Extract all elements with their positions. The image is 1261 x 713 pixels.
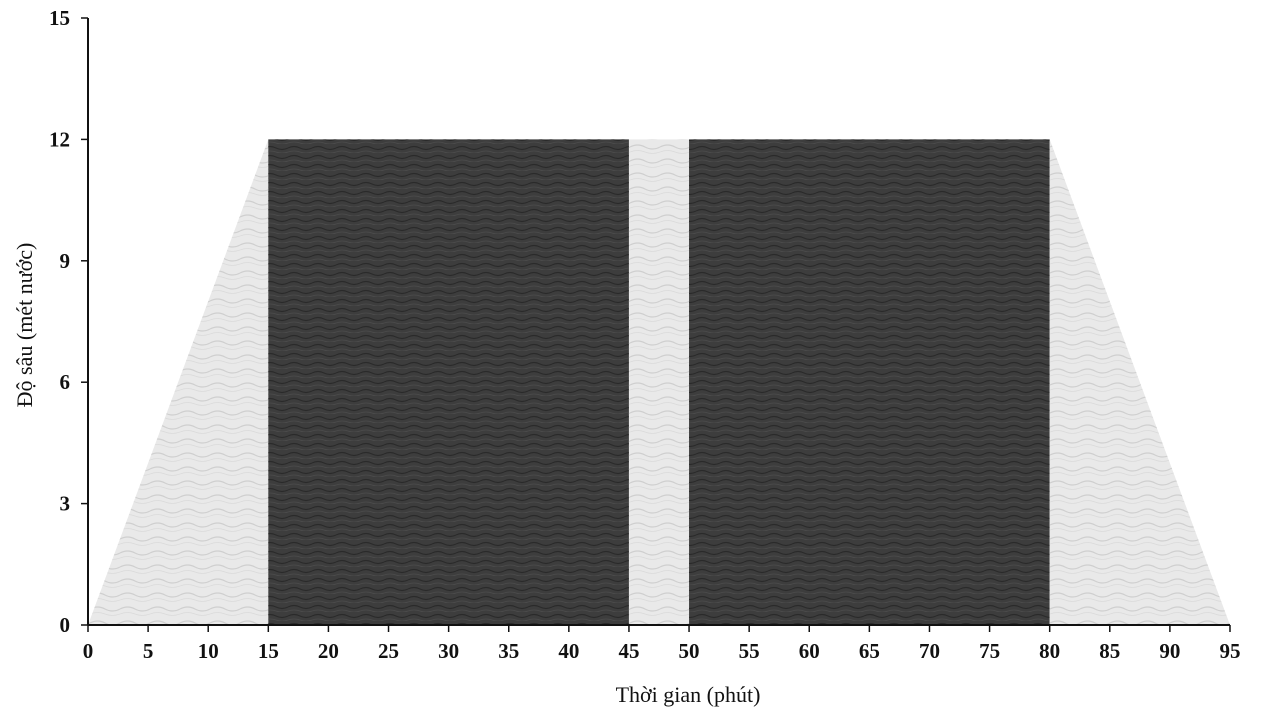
x-tick-label: 60 [799, 639, 820, 663]
y-tick-label: 6 [60, 370, 71, 394]
y-tick-label: 3 [60, 492, 71, 516]
x-tick-label: 75 [979, 639, 1000, 663]
x-tick-label: 0 [83, 639, 94, 663]
x-tick-label: 25 [378, 639, 399, 663]
area-segment-4-texture [689, 139, 1050, 625]
area-segment-3-texture [628, 139, 690, 625]
x-tick-label: 35 [498, 639, 519, 663]
y-axis-title: Độ sâu (mét nước) [12, 243, 37, 408]
y-tick-label: 15 [49, 6, 70, 30]
x-tick-label: 30 [438, 639, 459, 663]
x-tick-label: 10 [198, 639, 219, 663]
y-tick-label: 9 [60, 249, 71, 273]
y-tick-label: 0 [60, 613, 71, 637]
x-tick-label: 95 [1220, 639, 1241, 663]
x-tick-label: 20 [318, 639, 339, 663]
x-tick-label: 85 [1099, 639, 1120, 663]
x-tick-label: 80 [1039, 639, 1060, 663]
x-tick-label: 5 [143, 639, 154, 663]
x-tick-label: 15 [258, 639, 279, 663]
area-segment-1-texture [88, 139, 269, 625]
axes: 0 5 10 15 20 25 30 35 40 45 50 55 60 65 70 75 80 85 90 95 0 3… [49, 6, 1241, 663]
area-segment-2-texture [268, 139, 629, 625]
x-tick-label: 90 [1159, 639, 1180, 663]
area-segment-5-texture [1049, 139, 1230, 625]
x-tick-label: 65 [859, 639, 880, 663]
x-tick-label: 50 [679, 639, 700, 663]
x-axis-title: Thời gian (phút) [616, 682, 761, 707]
x-tick-label: 55 [739, 639, 760, 663]
plot-area [88, 139, 1230, 625]
x-tick-label: 70 [919, 639, 940, 663]
x-tick-label: 40 [558, 639, 579, 663]
y-tick-label: 12 [49, 127, 70, 151]
x-tick-label: 45 [618, 639, 639, 663]
